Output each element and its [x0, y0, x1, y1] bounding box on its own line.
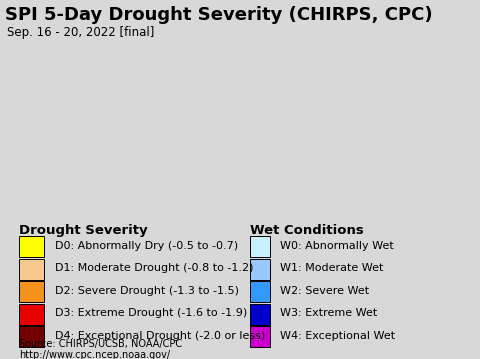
Bar [19, 236, 44, 257]
Text: W3: Extreme Wet: W3: Extreme Wet [280, 308, 378, 318]
Text: W2: Severe Wet: W2: Severe Wet [280, 286, 370, 296]
Text: SPI 5-Day Drought Severity (CHIRPS, CPC): SPI 5-Day Drought Severity (CHIRPS, CPC) [5, 6, 432, 24]
Bar [19, 259, 44, 280]
Bar [19, 326, 44, 347]
Text: Sep. 16 - 20, 2022 [final]: Sep. 16 - 20, 2022 [final] [7, 26, 155, 39]
Text: W1: Moderate Wet: W1: Moderate Wet [280, 263, 384, 273]
Bar [250, 236, 270, 257]
Text: Wet Conditions: Wet Conditions [250, 224, 363, 237]
Text: W4: Exceptional Wet: W4: Exceptional Wet [280, 331, 396, 341]
Bar [19, 281, 44, 302]
Bar [19, 304, 44, 325]
Bar [250, 304, 270, 325]
Text: http://www.cpc.ncep.noaa.gov/: http://www.cpc.ncep.noaa.gov/ [19, 350, 170, 359]
Bar [250, 326, 270, 347]
Text: W0: Abnormally Wet: W0: Abnormally Wet [280, 241, 394, 251]
Text: D3: Extreme Drought (-1.6 to -1.9): D3: Extreme Drought (-1.6 to -1.9) [55, 308, 247, 318]
Bar [250, 281, 270, 302]
Text: D2: Severe Drought (-1.3 to -1.5): D2: Severe Drought (-1.3 to -1.5) [55, 286, 239, 296]
Text: Source: CHIRPS/UCSB, NOAA/CPC: Source: CHIRPS/UCSB, NOAA/CPC [19, 339, 182, 349]
Text: Drought Severity: Drought Severity [19, 224, 148, 237]
Text: D0: Abnormally Dry (-0.5 to -0.7): D0: Abnormally Dry (-0.5 to -0.7) [55, 241, 238, 251]
Text: D4: Exceptional Drought (-2.0 or less): D4: Exceptional Drought (-2.0 or less) [55, 331, 265, 341]
Bar [250, 259, 270, 280]
Text: D1: Moderate Drought (-0.8 to -1.2): D1: Moderate Drought (-0.8 to -1.2) [55, 263, 253, 273]
